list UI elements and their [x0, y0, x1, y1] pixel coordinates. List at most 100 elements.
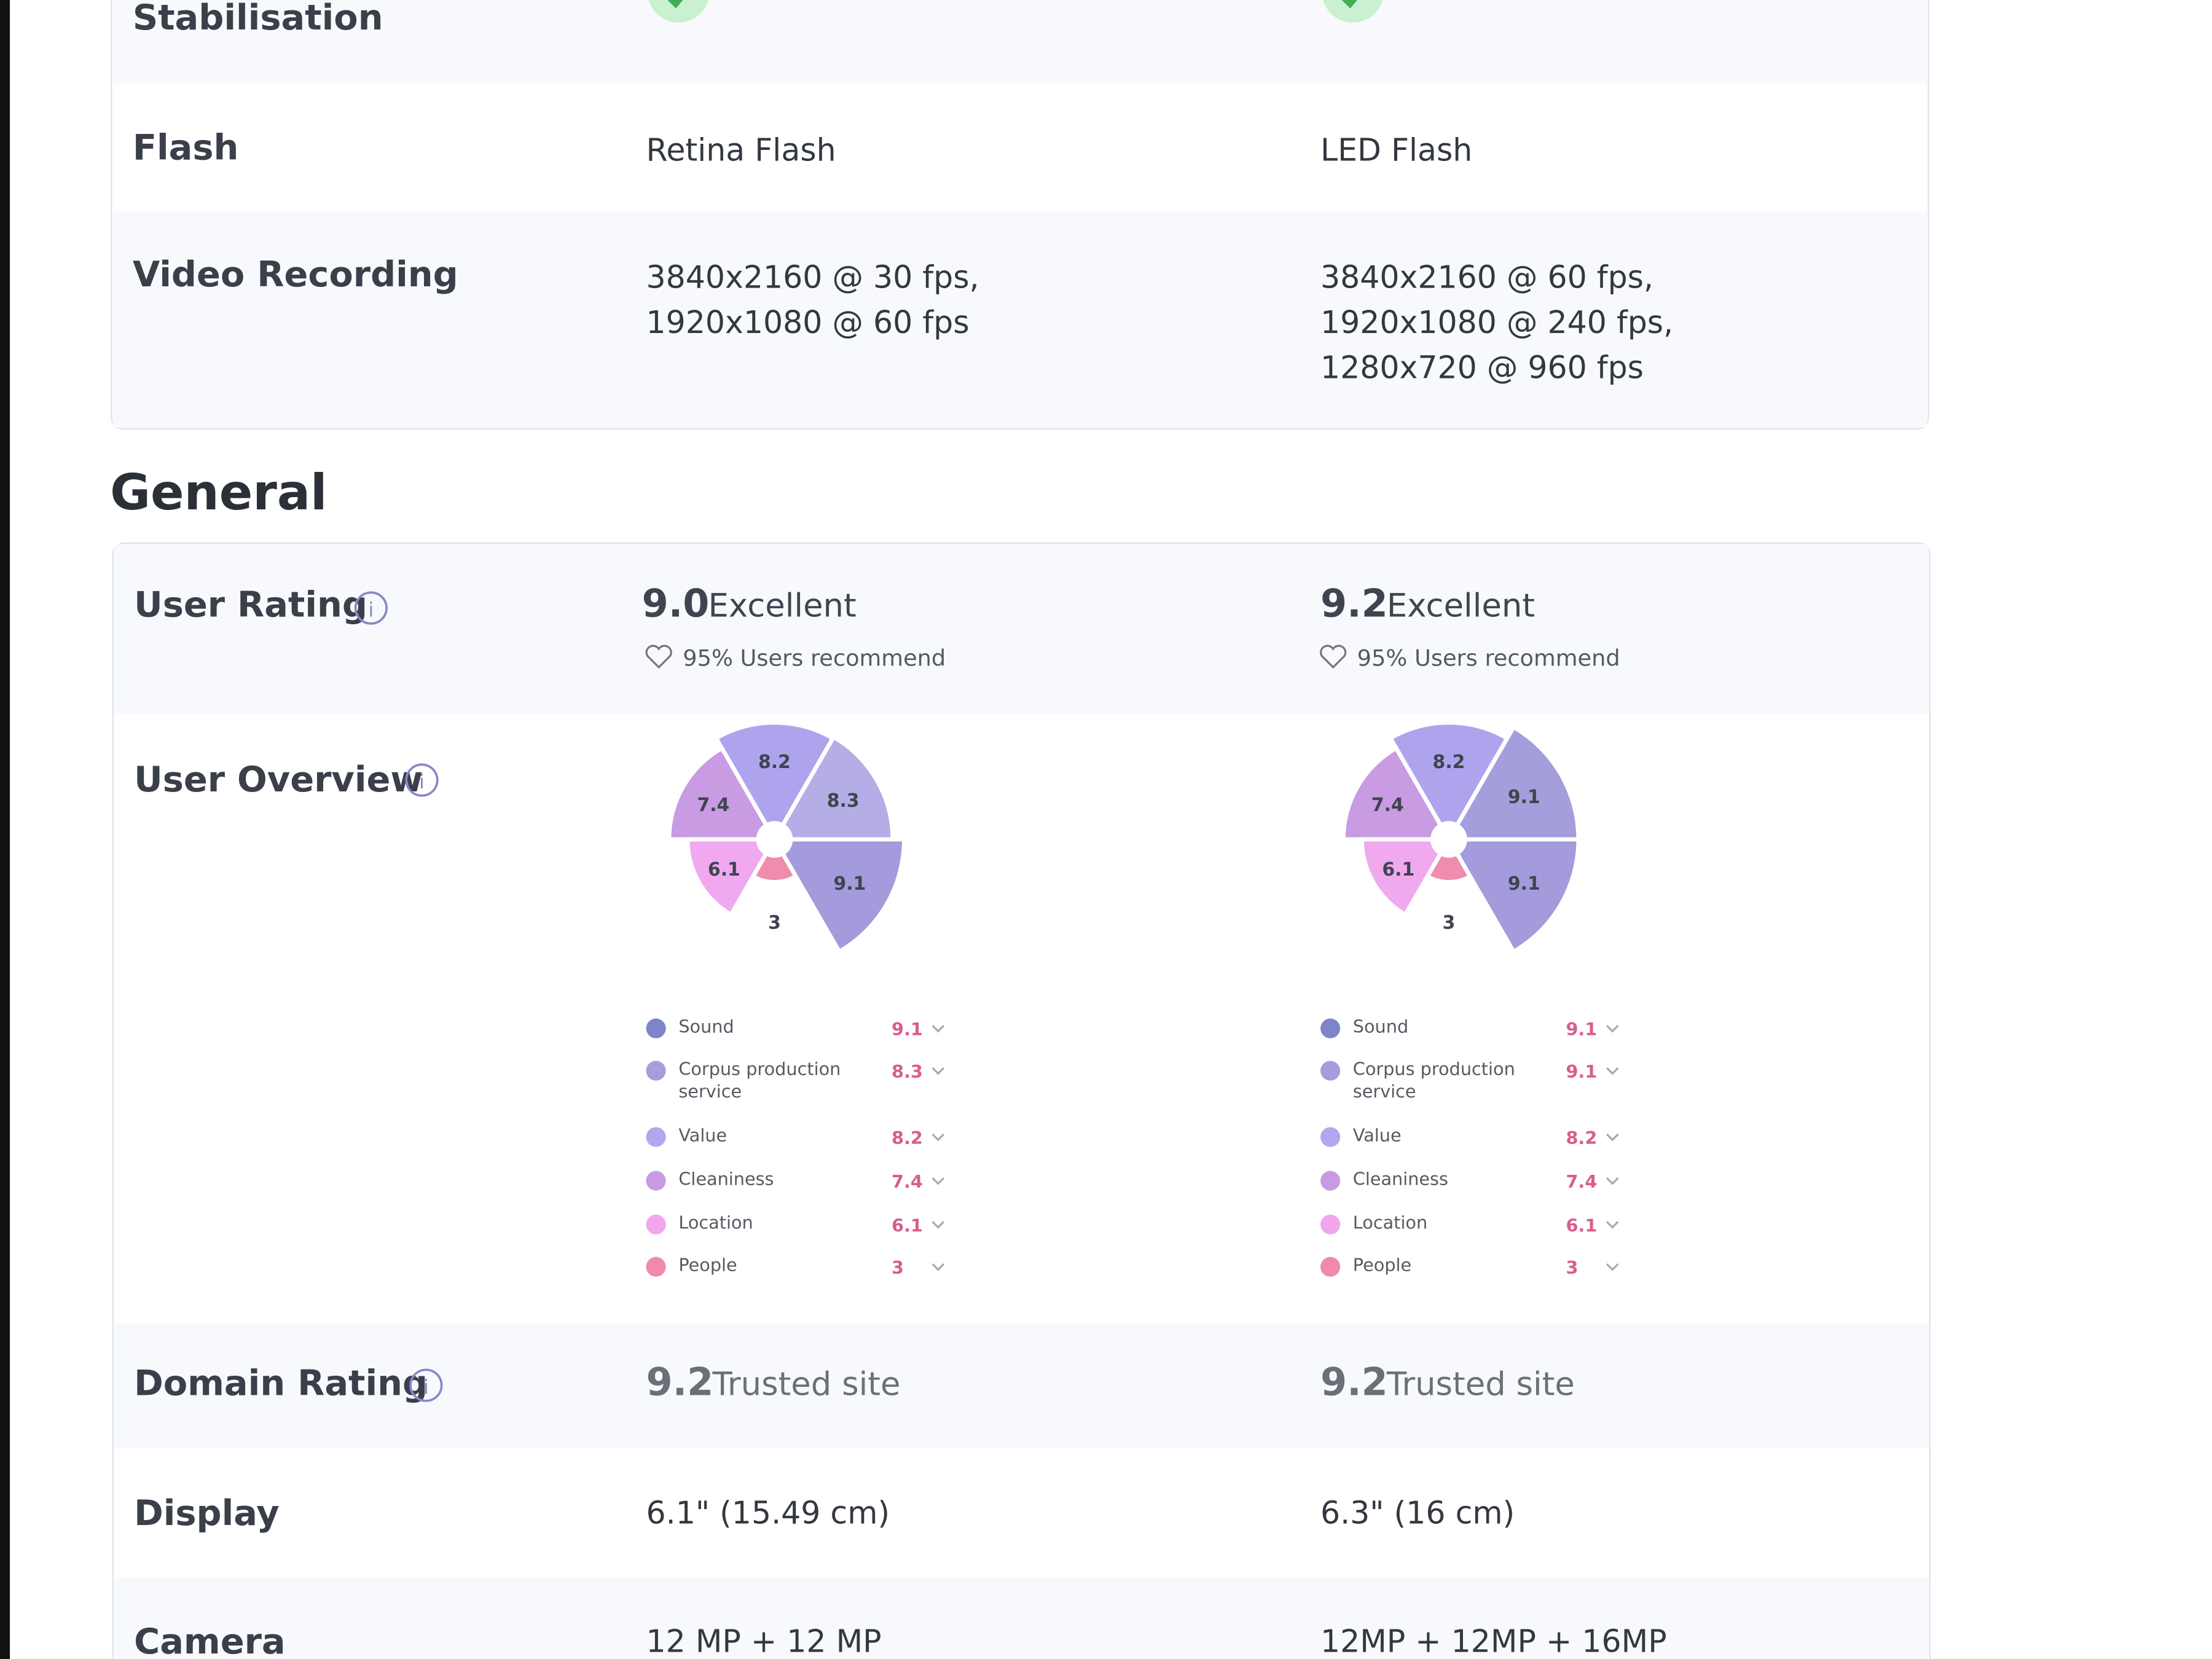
legend-name-box: People	[678, 1254, 737, 1276]
legend-name-box: People	[1353, 1254, 1411, 1275]
score: 9.2	[1320, 1360, 1388, 1405]
expand-chevron	[931, 1177, 945, 1185]
legend-name-box: Value	[1353, 1124, 1402, 1145]
slice-label: 7.4	[697, 794, 729, 816]
polar-slice	[1445, 837, 1581, 955]
row-label: Camera	[134, 1621, 286, 1659]
legend-name-box: Cleaniness	[1352, 1168, 1448, 1190]
legend-name: Sound	[678, 1016, 734, 1037]
legend-value: 6.1	[1566, 1215, 1597, 1236]
row-bg	[114, 1323, 1929, 1449]
info-icon[interactable]: i	[354, 591, 388, 625]
expand-chevron	[931, 1067, 945, 1075]
info-icon[interactable]: i	[409, 1368, 443, 1402]
row-bg	[114, 544, 1929, 714]
legend-name-box: Location	[678, 1212, 753, 1233]
legend-dot	[1320, 1061, 1341, 1081]
legend-name: Location	[1352, 1212, 1428, 1233]
check-icon	[1323, 0, 1383, 23]
verdict: Trusted site	[712, 1366, 900, 1403]
row-label: Flash	[133, 127, 239, 168]
polar-slice	[713, 720, 836, 844]
legend-name-box: Corpus production service	[678, 1057, 841, 1102]
heart-icon	[645, 645, 672, 669]
legend-value: 9.1	[1566, 1019, 1597, 1040]
recommend: 95% Users recommend	[1357, 645, 1620, 672]
polar-slice	[771, 837, 906, 955]
legend-name: Corpus production service	[1352, 1057, 1515, 1102]
info-icon[interactable]: i	[405, 763, 439, 797]
expand-chevron	[931, 1133, 945, 1142]
slice-label: 9.1	[1508, 873, 1540, 895]
row-label: Video Recording	[133, 254, 458, 295]
legend-name: Sound	[1352, 1016, 1409, 1037]
legend-dot	[1320, 1018, 1341, 1038]
svg-text:i: i	[419, 770, 425, 793]
legend-name-box: Corpus production service	[1352, 1057, 1515, 1102]
legend-value: 8.3	[892, 1061, 923, 1082]
expand-chevron	[1606, 1177, 1619, 1185]
legend-name-box: Sound	[678, 1016, 734, 1037]
check-icon	[648, 0, 708, 23]
legend-dot	[1320, 1127, 1341, 1147]
legend-value: 6.1	[892, 1215, 923, 1236]
row-bg	[112, 0, 1928, 84]
row-value: 12 MP + 12 MP	[646, 1623, 882, 1659]
verdict: Trusted site	[1386, 1366, 1575, 1403]
slice-label: 6.1	[1382, 859, 1414, 880]
row-value: 1920x1080 @ 240 fps,	[1320, 304, 1673, 340]
chart-hole	[1430, 821, 1467, 858]
row-value: 12MP + 12MP + 16MP	[1320, 1623, 1667, 1659]
legend-dot	[646, 1214, 666, 1234]
row-value: 3840x2160 @ 60 fps,	[1320, 259, 1653, 295]
legend-name-box: Cleaniness	[678, 1168, 774, 1190]
polar-slice	[771, 734, 895, 842]
legend-name: Corpus production service	[678, 1057, 841, 1102]
verdict: Excellent	[1387, 587, 1535, 624]
video-values: 3840x2160 @ 30 fps, 1920x1080 @ 60 fps 384…	[646, 259, 1674, 385]
polar-slice	[750, 835, 799, 885]
svg-text:i: i	[423, 1375, 429, 1398]
row-bg	[114, 1577, 1929, 1659]
slice-label: 7.4	[1371, 794, 1404, 816]
legend-name: People	[678, 1254, 737, 1276]
polar-slice	[1424, 835, 1473, 885]
score: 9.2	[1320, 581, 1388, 626]
legend-dot	[646, 1127, 666, 1147]
expand-chevron	[1606, 1263, 1619, 1271]
row-label: User Overview	[134, 759, 423, 800]
expand-chevron	[931, 1263, 945, 1271]
row-value: 1280x720 @ 960 fps	[1320, 349, 1644, 385]
slice-label: 8.2	[1432, 751, 1465, 773]
legend-value: 9.1	[1566, 1061, 1597, 1082]
slice-label: 3	[768, 912, 781, 933]
score: 9.0	[642, 581, 710, 626]
polar-slice	[1341, 745, 1453, 842]
row-value: 6.3" (16 cm)	[1320, 1495, 1515, 1531]
legend-name: Cleaniness	[1352, 1168, 1448, 1190]
legend-name: Location	[678, 1212, 753, 1233]
expand-chevron	[1606, 1024, 1619, 1033]
legend-value: 8.2	[892, 1128, 923, 1148]
polar-slice	[685, 837, 779, 918]
row-label: Stabilisation	[133, 0, 383, 38]
expand-chevron	[931, 1221, 945, 1229]
row-value: Retina Flash	[646, 132, 836, 168]
row-label: Domain Rating	[134, 1363, 428, 1404]
section-title: General	[110, 463, 327, 521]
legend-name: Cleaniness	[678, 1168, 774, 1190]
expand-chevron	[931, 1024, 945, 1033]
legend-name-box: Location	[1352, 1212, 1428, 1233]
row-bg	[112, 211, 1928, 428]
legend-dot	[646, 1171, 666, 1191]
legend-name-box: Sound	[1352, 1016, 1409, 1037]
polar-slice	[667, 745, 779, 842]
slice-label: 9.1	[833, 873, 866, 895]
expand-chevron	[1606, 1133, 1619, 1142]
slice-label: 8.2	[758, 751, 791, 773]
slice-label: 8.3	[827, 790, 860, 812]
legend-name-box: Value	[678, 1124, 727, 1145]
legend-dot	[1320, 1257, 1341, 1277]
legend-dot	[646, 1018, 666, 1038]
